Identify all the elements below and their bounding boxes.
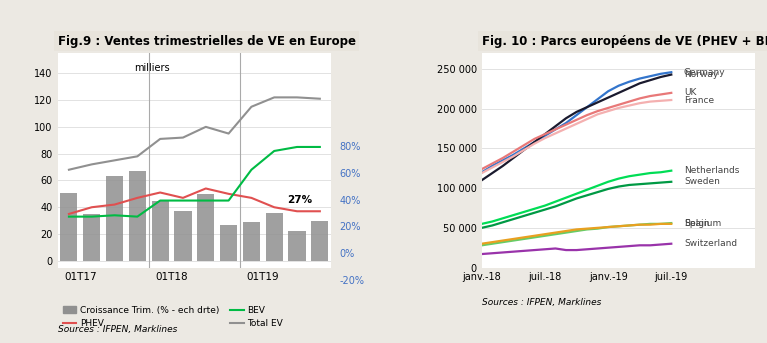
Text: Sweden: Sweden [684, 177, 719, 186]
Bar [243, 222, 260, 261]
Text: Fig. 10 : Parcs européens de VE (PHEV + BEV): Fig. 10 : Parcs européens de VE (PHEV + … [482, 35, 767, 48]
Bar [311, 221, 328, 261]
Text: -20%: -20% [340, 276, 364, 286]
Text: Sources : IFPEN, Marklines: Sources : IFPEN, Marklines [58, 326, 177, 334]
Text: 40%: 40% [340, 196, 360, 205]
Text: Sources : IFPEN, Marklines: Sources : IFPEN, Marklines [482, 298, 601, 307]
Text: milliers: milliers [134, 63, 170, 73]
Text: Germany: Germany [684, 68, 726, 77]
Bar [152, 201, 169, 261]
Text: Spain: Spain [684, 220, 709, 228]
Text: Netherlands: Netherlands [684, 166, 739, 175]
Text: Norway: Norway [684, 70, 718, 79]
Bar [288, 232, 305, 261]
Bar [220, 225, 237, 261]
Bar [174, 211, 192, 261]
Text: 20%: 20% [340, 222, 361, 232]
Bar [61, 192, 77, 261]
Bar [83, 214, 100, 261]
Text: Belgium: Belgium [684, 218, 721, 227]
Text: UK: UK [684, 88, 696, 97]
Text: 27%: 27% [287, 195, 312, 205]
Bar [106, 176, 123, 261]
Text: Switzerland: Switzerland [684, 239, 737, 248]
Legend: Croissance Trim. (% - ech drte), PHEV, BEV, Total EV: Croissance Trim. (% - ech drte), PHEV, B… [59, 302, 287, 332]
Bar [265, 213, 283, 261]
Text: 0%: 0% [340, 249, 354, 259]
Text: 80%: 80% [340, 142, 360, 152]
Bar [197, 194, 214, 261]
Text: Fig.9 : Ventes trimestrielles de VE en Europe: Fig.9 : Ventes trimestrielles de VE en E… [58, 35, 356, 48]
Bar [129, 171, 146, 261]
Text: France: France [684, 95, 714, 105]
Text: 60%: 60% [340, 169, 360, 179]
